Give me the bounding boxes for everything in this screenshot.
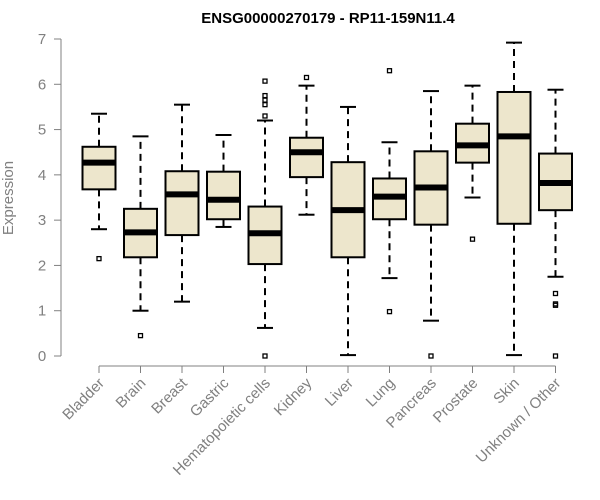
boxes-group [81, 41, 573, 359]
box-group [247, 78, 283, 359]
x-tick-label: Breast [148, 374, 191, 417]
iqr-box [81, 145, 117, 191]
chart-title: ENSG00000270179 - RP11-159N11.4 [201, 10, 455, 27]
y-tick-label: 1 [38, 303, 46, 320]
x-tick-label: Kidney [271, 374, 316, 419]
outlier-point [552, 290, 559, 297]
outlier-point [262, 102, 268, 108]
box-group [123, 135, 158, 339]
box-group [372, 68, 407, 315]
box-group [206, 134, 241, 228]
outlier-point [137, 332, 144, 339]
x-tick-label: Brain [113, 375, 150, 412]
y-tick-label: 2 [38, 257, 46, 274]
iqr-box [496, 90, 532, 225]
outlier-point [262, 113, 268, 119]
outlier-point [386, 68, 393, 74]
box-group [413, 90, 449, 359]
outlier-point [552, 353, 559, 359]
x-tick-label: Skin [490, 375, 523, 408]
iqr-box [289, 136, 324, 179]
box-group [81, 112, 117, 262]
outlier-point [552, 301, 559, 307]
box-group [496, 41, 532, 357]
box-group [164, 103, 200, 303]
y-tick-label: 3 [38, 212, 46, 229]
x-tick-label: Bladder [59, 375, 108, 424]
x-tick-label: Prostate [430, 375, 482, 427]
outlier-point [262, 353, 268, 359]
outlier-point [428, 353, 434, 359]
y-axis: 0 1 2 3 4 5 6 7 [38, 31, 62, 365]
outlier-point [262, 92, 268, 99]
outlier-point [262, 78, 268, 84]
box-group [455, 84, 490, 242]
y-tick-label: 6 [38, 76, 46, 93]
y-tick-label: 7 [38, 31, 46, 48]
y-tick-label: 5 [38, 122, 46, 139]
outlier-point [469, 236, 476, 242]
y-tick-label: 0 [38, 348, 46, 365]
y-axis-label: Expression [0, 161, 17, 235]
iqr-box [164, 170, 200, 237]
x-tick-label: Lung [363, 375, 399, 411]
outlier-point [386, 308, 393, 315]
box-group [538, 88, 573, 359]
box-group [289, 74, 324, 216]
outlier-point [303, 74, 310, 81]
outlier-point [262, 97, 268, 103]
x-tick-label: Liver [322, 375, 357, 410]
iqr-box [206, 170, 241, 221]
outlier-point [96, 255, 102, 262]
box-group [330, 105, 366, 357]
y-tick-label: 4 [38, 167, 46, 184]
